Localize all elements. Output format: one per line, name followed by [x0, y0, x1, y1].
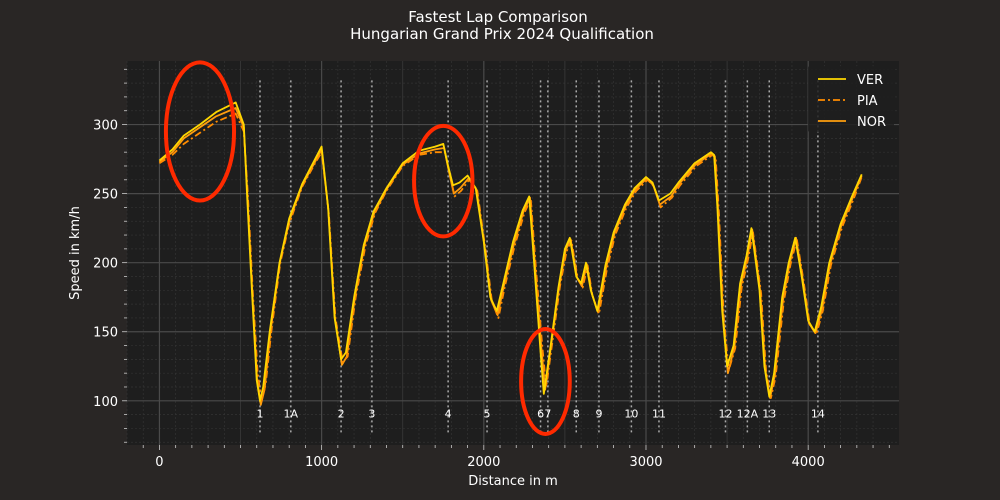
- legend-box: [808, 66, 894, 132]
- corner-label: 7: [544, 407, 551, 420]
- legend-label-nor: NOR: [857, 115, 886, 130]
- corner-label: 9: [595, 407, 602, 420]
- corner-label: 6: [537, 407, 544, 420]
- corner-label: 5: [484, 407, 491, 420]
- x-tick-label: 2000: [467, 455, 500, 470]
- legend-label-ver: VER: [857, 73, 883, 88]
- corner-label: 10: [624, 407, 638, 420]
- legend-label-pia: PIA: [857, 94, 878, 109]
- series-line-pia: [158, 112, 863, 402]
- corner-label: 8: [573, 407, 580, 420]
- y-tick-label: 200: [93, 257, 118, 272]
- x-tick-label: 4000: [792, 455, 825, 470]
- chart-title: Fastest Lap Comparison: [408, 8, 587, 26]
- y-tick-label: 100: [93, 395, 118, 410]
- corner-label: 12: [718, 407, 732, 420]
- legend: VER PIA NOR: [808, 66, 894, 132]
- x-tick-label: 3000: [629, 455, 662, 470]
- annotation-circle: [519, 326, 572, 436]
- corner-label: 1A: [284, 407, 299, 420]
- plot-area: 1 1A 2 3 4 5 6 7 8 9 10 11 12 12A 13 14: [122, 60, 899, 450]
- y-axis-label: Speed in km/h: [68, 206, 83, 300]
- chart-subtitle: Hungarian Grand Prix 2024 Qualification: [350, 25, 654, 43]
- corner-label: 12A: [737, 407, 759, 420]
- corner-label: 13: [762, 407, 776, 420]
- corner-label: 14: [811, 407, 825, 420]
- annotation-circle: [412, 123, 475, 239]
- x-tick-label: 0: [155, 455, 163, 470]
- corner-label: 11: [652, 407, 666, 420]
- corner-label: 4: [445, 407, 452, 420]
- x-tick-label: 1000: [305, 455, 338, 470]
- x-axis-label: Distance in m: [468, 474, 558, 489]
- series-line-ver: [158, 101, 863, 402]
- annotation-circle: [163, 60, 237, 203]
- corner-label: 1: [256, 407, 263, 420]
- y-tick-label: 300: [93, 119, 118, 134]
- y-tick-label: 150: [93, 326, 118, 341]
- corner-label: 3: [368, 407, 375, 420]
- corner-label: 2: [338, 407, 345, 420]
- y-tick-label: 250: [93, 188, 118, 203]
